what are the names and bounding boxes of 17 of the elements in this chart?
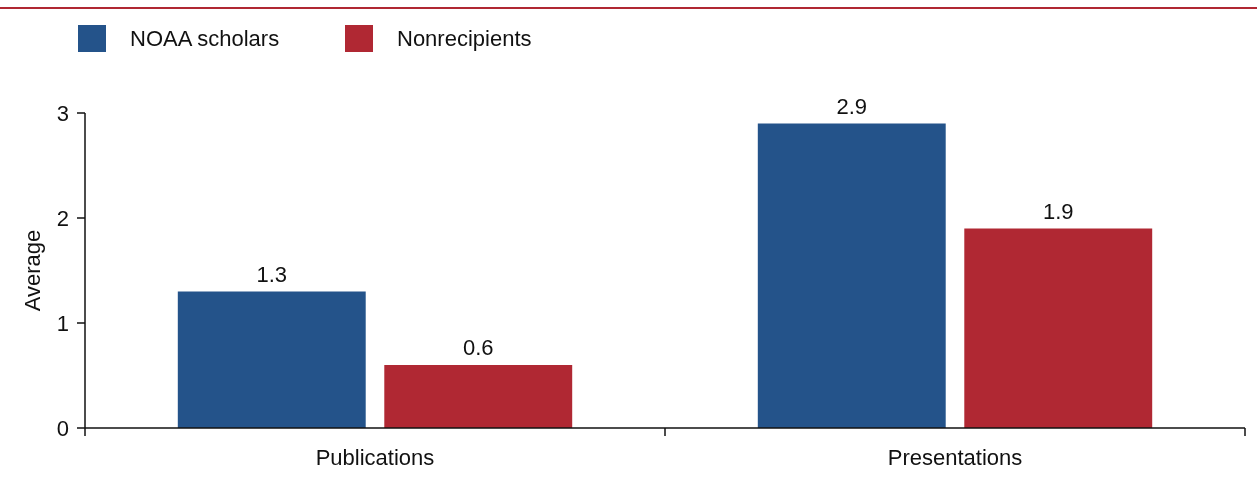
data-label: 2.9 <box>836 93 868 119</box>
bar <box>384 365 573 428</box>
data-label: 1.3 <box>256 261 288 287</box>
y-tick-label: 2 <box>56 205 69 231</box>
y-axis-title: Average <box>20 229 45 312</box>
x-tick-label: Presentations <box>887 445 1023 470</box>
data-label: 0.6 <box>462 335 494 360</box>
bar <box>757 123 946 428</box>
y-tick-label: 1 <box>56 310 69 336</box>
legend-label: Nonrecipients <box>397 26 532 51</box>
bar <box>964 228 1153 428</box>
bar <box>177 291 366 428</box>
y-tick-label: 0 <box>56 415 69 441</box>
x-tick-label: Publications <box>315 445 435 470</box>
y-tick-label: 3 <box>56 100 69 126</box>
legend-label: NOAA scholars <box>130 26 280 51</box>
data-label: 1.9 <box>1042 198 1074 224</box>
